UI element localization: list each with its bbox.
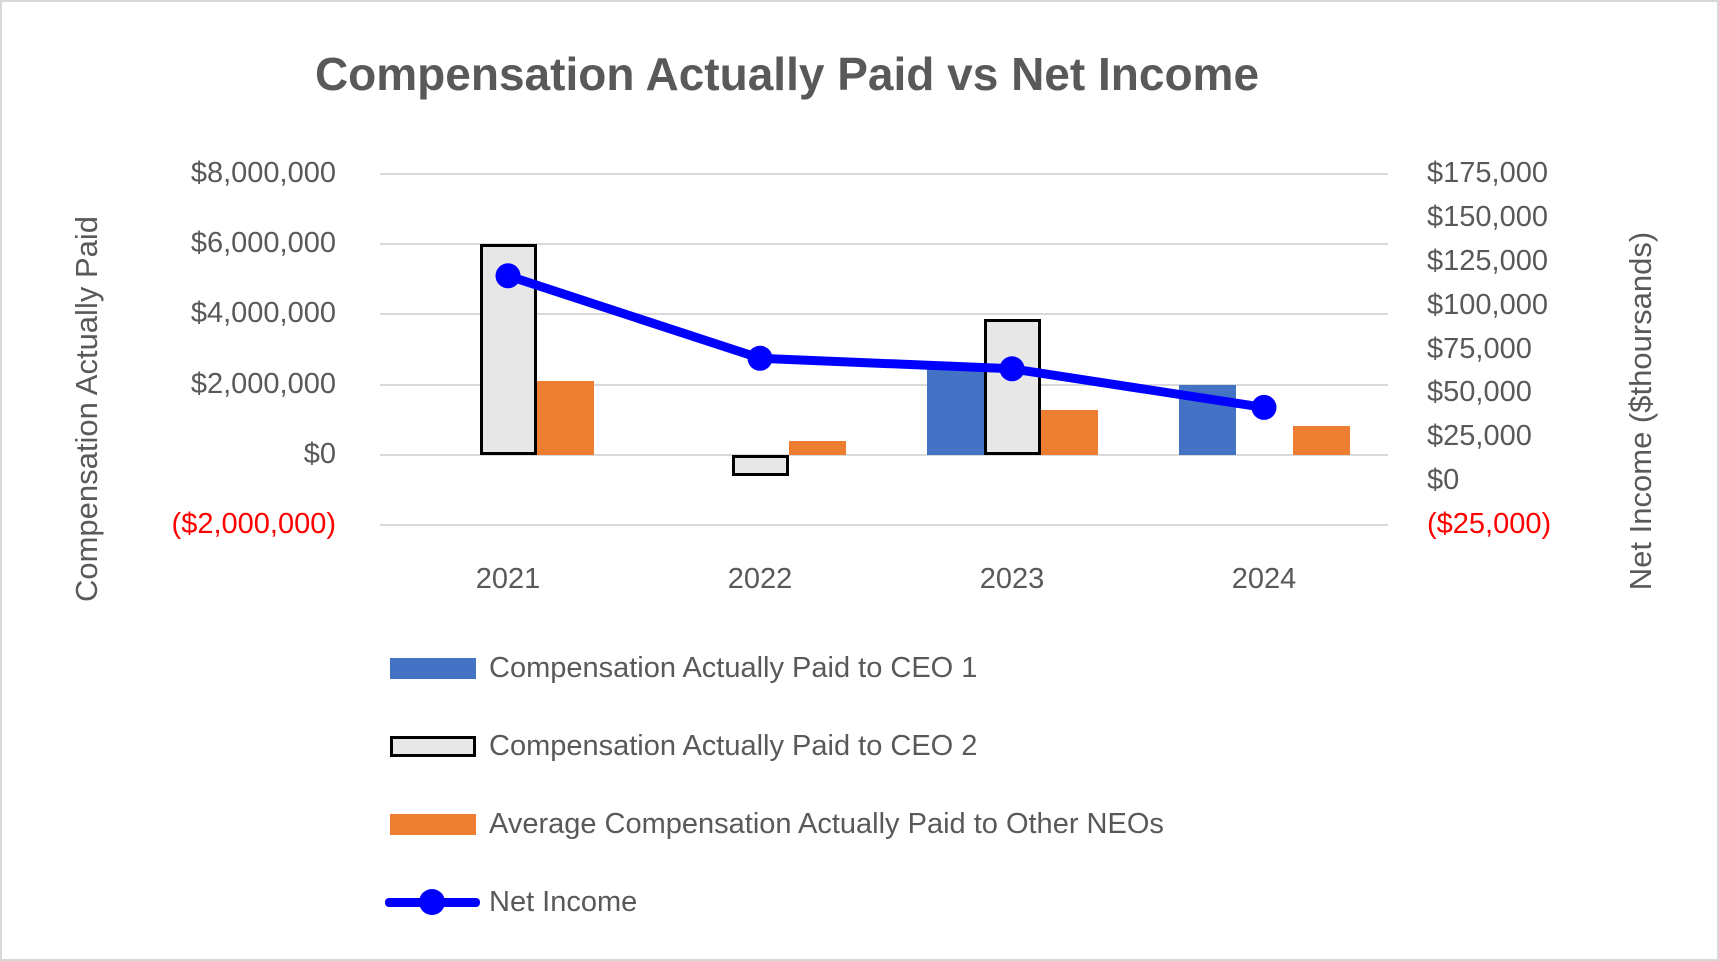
gridline [380, 243, 1388, 246]
right-axis-tick-label: $100,000 [1427, 288, 1548, 321]
ceo2-legend-swatch [390, 735, 476, 757]
gridline [380, 173, 1388, 175]
left-axis-tick-label: $6,000,000 [190, 227, 336, 260]
chart-title: Compensation Actually Paid vs Net Income [314, 48, 1260, 100]
legend-label-ceo1: Compensation Actually Paid to CEO 1 [489, 652, 978, 684]
bar-ceo2-2021 [479, 244, 537, 455]
left-axis-tick-label: $8,000,000 [190, 157, 336, 189]
bar-ceo2-2022 [731, 454, 789, 476]
x-axis-label: 2022 [727, 563, 793, 595]
gridline [380, 453, 1388, 456]
right-axis-tick-label: ($25,000) [1427, 508, 1552, 540]
bar-ceo2-2023 [983, 318, 1041, 455]
neo-legend-swatch [390, 813, 476, 835]
bar-neo-2024 [1292, 426, 1350, 455]
right-axis-tick-label: $0 [1427, 464, 1460, 497]
x-axis-label: 2023 [979, 563, 1045, 595]
x-axis-label: 2021 [475, 563, 541, 595]
ceo1-legend-swatch [390, 657, 476, 679]
bar-neo-2022 [788, 440, 846, 455]
x-axis-label: 2024 [1231, 563, 1297, 595]
right-axis-tick-label: $25,000 [1427, 420, 1532, 453]
bar-neo-2023 [1040, 409, 1098, 455]
right-axis-tick-label: $50,000 [1427, 376, 1532, 409]
bar-ceo1-2024 [1178, 384, 1236, 455]
bar-ceo1-2023 [926, 368, 984, 455]
left-axis-tick-label: $0 [303, 437, 336, 470]
net_income-marker-2022 [747, 345, 773, 371]
right-axis-tick-label: $175,000 [1427, 157, 1548, 189]
net_income-line [503, 271, 1269, 412]
left-axis-tick-label: $4,000,000 [190, 297, 336, 330]
bar-neo-2021 [536, 381, 594, 455]
right-axis-tick-label: $150,000 [1427, 200, 1548, 233]
net_income-marker-2024 [1251, 394, 1277, 420]
right-axis-tick-label: $75,000 [1427, 332, 1532, 365]
net_income-legend-marker [419, 889, 445, 915]
left-axis-tick-label: $2,000,000 [190, 367, 336, 400]
gridline [380, 524, 1388, 526]
legend-label-ceo2: Compensation Actually Paid to CEO 2 [489, 730, 978, 762]
legend-label-net_income: Net Income [489, 886, 638, 918]
legend-label-neo: Average Compensation Actually Paid to Ot… [489, 808, 1164, 840]
right-axis-tick-label: $125,000 [1427, 244, 1548, 277]
left-axis-tick-label: ($2,000,000) [171, 508, 336, 540]
